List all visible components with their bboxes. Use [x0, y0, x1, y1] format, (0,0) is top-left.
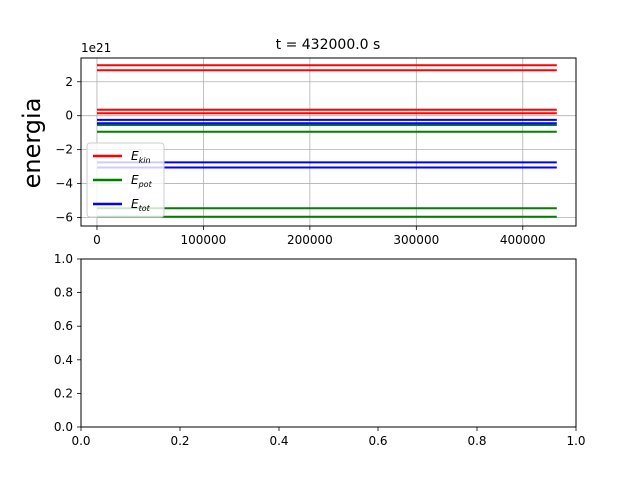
empty-chart-x-tick-label: 0.8 — [467, 434, 486, 448]
energy-chart-x-axis: 0 100000 200000 300000 400000 — [93, 226, 546, 247]
energy-chart-series — [97, 64, 557, 218]
energy-chart-x-tick-label: 400000 — [500, 233, 546, 247]
energy-chart-x-tick-label: 300000 — [393, 233, 439, 247]
empty-chart-frame — [80, 258, 577, 428]
legend-label-tot: Etot — [131, 197, 151, 213]
empty-chart-y-tick-label: 0.2 — [54, 386, 73, 400]
empty-chart: 0.0 0.2 0.4 0.6 0.8 1.0 0.0 0.2 0.4 0.6 0.8 1.0 — [54, 252, 586, 448]
empty-chart-x-tick-label: 1.0 — [566, 434, 585, 448]
energy-chart-legend: Ekin Epot Etot — [86, 142, 165, 218]
legend-entry-kin: Ekin — [93, 149, 151, 165]
energy-chart-title: t = 432000.0 s — [276, 37, 381, 53]
empty-chart-x-axis: 0.0 0.2 0.4 0.6 0.8 1.0 — [71, 427, 586, 448]
energy-chart-y-multiplier: 1e21 — [81, 41, 111, 55]
empty-chart-y-tick-label: 0.0 — [54, 420, 73, 434]
energy-chart-x-tick-label: 0 — [93, 233, 101, 247]
empty-chart-y-tick-label: 0.4 — [54, 353, 73, 367]
energy-chart-frame — [80, 57, 577, 227]
empty-chart-y-tick-label: 0.6 — [54, 319, 73, 333]
energy-chart-y-tick-label: −2 — [55, 143, 73, 157]
legend-entry-tot: Etot — [93, 197, 151, 213]
energy-chart-y-tick-label: −6 — [55, 211, 73, 225]
legend-label-kin: Ekin — [131, 149, 151, 165]
energy-chart-y-tick-label: −4 — [55, 177, 73, 191]
energy-chart: t = 432000.0 s 1e21 energia 0 100000 20000… — [18, 37, 577, 247]
energy-chart-y-axis: −6 −4 −2 0 2 — [55, 75, 81, 225]
energy-chart-y-tick-label: 0 — [65, 109, 73, 123]
energy-chart-x-tick-label: 100000 — [181, 233, 227, 247]
legend-box — [86, 142, 165, 218]
empty-chart-y-tick-label: 0.8 — [54, 286, 73, 300]
energy-chart-x-tick-label: 200000 — [287, 233, 333, 247]
empty-chart-x-tick-label: 0.2 — [170, 434, 189, 448]
empty-chart-x-tick-label: 0.4 — [269, 434, 288, 448]
empty-chart-x-tick-label: 0.6 — [368, 434, 387, 448]
legend-entry-pot: Epot — [93, 173, 153, 189]
legend-label-pot: Epot — [131, 173, 153, 189]
energy-chart-ylabel: energia — [18, 98, 46, 189]
empty-chart-x-tick-label: 0.0 — [71, 434, 90, 448]
empty-chart-y-tick-label: 1.0 — [54, 252, 73, 266]
empty-chart-y-axis: 0.0 0.2 0.4 0.6 0.8 1.0 — [54, 252, 81, 434]
energy-chart-y-tick-label: 2 — [65, 75, 73, 89]
